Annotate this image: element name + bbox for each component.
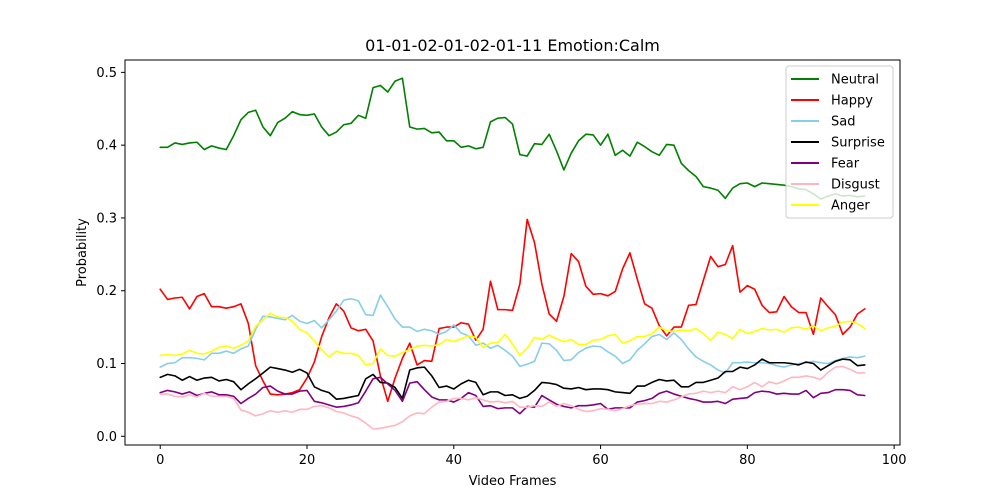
y-axis-label: Probability xyxy=(75,218,90,287)
legend-label-sad: Sad xyxy=(831,115,855,130)
chart-title: 01-01-02-01-02-01-11 Emotion:Calm xyxy=(365,36,660,55)
y-tick-label: 0.3 xyxy=(96,211,117,226)
x-tick-label: 60 xyxy=(592,453,609,468)
series-line-surprise xyxy=(159,358,866,400)
x-tick-label: 20 xyxy=(299,453,316,468)
x-tick-label: 100 xyxy=(882,453,907,468)
x-axis: 0 20 40 60 80 100 xyxy=(156,445,907,468)
legend-label-anger: Anger xyxy=(831,199,870,214)
series-line-neutral xyxy=(159,77,866,200)
y-tick-label: 0.1 xyxy=(96,357,117,372)
plot-frame xyxy=(124,59,901,446)
series-line-anger xyxy=(159,312,866,366)
series-line-happy xyxy=(159,218,866,403)
legend-label-surprise: Surprise xyxy=(831,136,885,151)
x-tick-label: 80 xyxy=(739,453,756,468)
series-line-sad xyxy=(159,294,866,374)
y-tick-label: 0.2 xyxy=(96,284,117,299)
legend-label-fear: Fear xyxy=(831,157,860,172)
legend-label-neutral: Neutral xyxy=(831,73,879,88)
y-axis: 0.0 0.1 0.2 0.3 0.4 0.5 xyxy=(96,66,125,445)
legend-box xyxy=(785,65,894,219)
y-tick-label: 0.5 xyxy=(96,66,117,81)
x-tick-label: 40 xyxy=(446,453,463,468)
series-layer xyxy=(159,77,866,430)
series-line-disgust xyxy=(159,365,866,430)
x-tick-label: 0 xyxy=(156,453,164,468)
x-axis-label: Video Frames xyxy=(469,474,557,489)
legend: Neutral Happy Sad Surprise Fear Disgust Anger xyxy=(785,65,894,219)
legend-label-disgust: Disgust xyxy=(831,178,880,193)
y-tick-label: 0.0 xyxy=(96,430,117,445)
y-tick-label: 0.4 xyxy=(96,139,117,154)
series-line-fear xyxy=(159,376,866,415)
plot-area xyxy=(125,60,900,445)
legend-label-happy: Happy xyxy=(831,94,873,109)
